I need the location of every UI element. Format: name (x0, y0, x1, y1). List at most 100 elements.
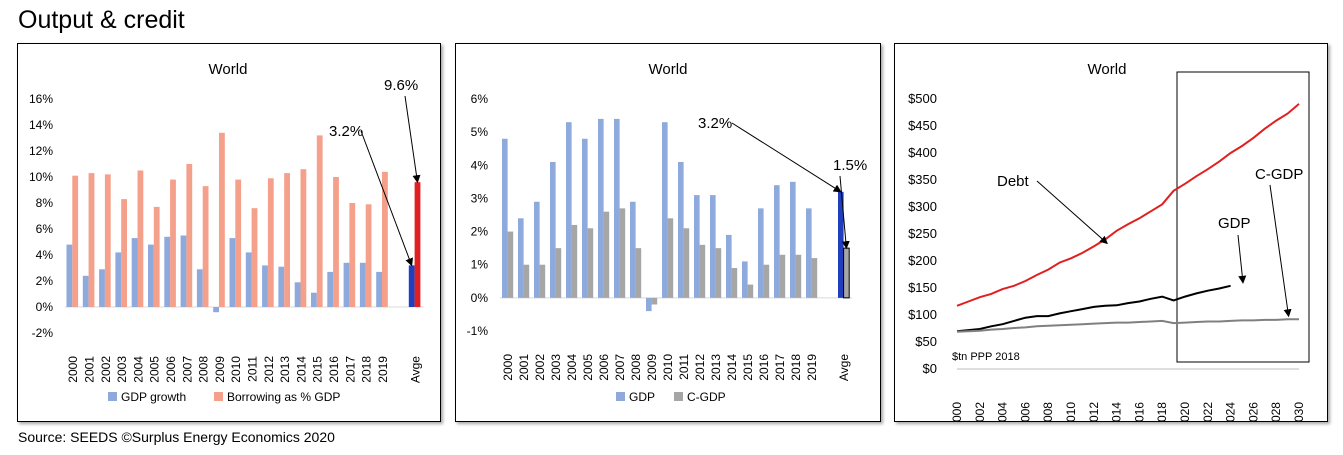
y-tick-label: $350 (908, 172, 937, 187)
bar-gdp-growth (327, 271, 334, 307)
x-tick-label: 2019 (376, 356, 390, 383)
y-tick-label: 10% (29, 170, 53, 184)
y-tick-label: $200 (908, 253, 937, 268)
bar-gdp (614, 118, 620, 298)
annotation-arrow (839, 175, 850, 250)
y-tick-label: $400 (908, 145, 937, 160)
x-tick-label: 2003 (549, 354, 563, 381)
bar-c-gdp (587, 228, 594, 298)
annotation-label: Debt (997, 173, 1030, 190)
y-tick-label: 5% (471, 125, 489, 139)
x-tick-label: 2002 (973, 402, 987, 421)
y-tick-label: 1% (471, 258, 489, 272)
bar-borrowing-as-gdp (365, 204, 372, 307)
x-tick-label: Avge (408, 356, 422, 383)
y-tick-label: $100 (908, 307, 937, 322)
bar-gdp-growth (359, 262, 366, 307)
bar-gdp-growth (245, 252, 252, 307)
bar-borrowing-as-gdp (382, 171, 388, 307)
bar-c-gdp (603, 211, 610, 298)
legend-swatch (108, 392, 117, 401)
cgdp-chart: World-1%0%1%2%3%4%5%6%2000 2001 2002 2003 20… (467, 61, 868, 404)
x-tick-label: 2001 (82, 356, 96, 383)
y-tick-label: -2% (32, 326, 54, 340)
bar-gdp (662, 122, 668, 298)
bar-gdp (630, 201, 636, 298)
x-tick-label: 2026 (1246, 402, 1260, 421)
bar-gdp-growth (229, 238, 236, 307)
bar-borrowing-as-gdp (121, 199, 127, 307)
x-tick-label: Avge (837, 354, 851, 381)
x-tick-label: 2030 (1292, 402, 1306, 421)
annotation-arrow (404, 95, 421, 184)
bar-gdp-growth (376, 271, 382, 307)
bar-borrowing-as-gdp (300, 169, 307, 307)
page-title: Output & credit (18, 6, 185, 34)
legend-swatch (616, 392, 625, 401)
unit-note: $tn PPP 2018 (952, 351, 1020, 363)
x-tick-label: 2006 (164, 356, 178, 383)
bar-borrowing-as-gdp (186, 164, 193, 307)
y-tick-label: 14% (29, 118, 53, 132)
debt-gdp-line-chart: World $0 $50 $100 $150 $200 $250 $300 $350 $400 $4… (908, 61, 1310, 421)
y-tick-label: 2% (36, 274, 54, 288)
legend-label: Borrowing as % GDP (227, 390, 340, 404)
x-tick-label: 2011 (677, 354, 691, 380)
x-tick-label: 2014 (294, 356, 308, 383)
y-tick-label: $250 (908, 226, 937, 241)
x-tick-label: 2018 (360, 356, 374, 383)
bar-c-gdp (507, 231, 514, 298)
x-tick-label: 2009 (645, 354, 659, 381)
bar-borrowing-as-gdp (333, 177, 339, 307)
x-tick-label: 2008 (1041, 402, 1055, 421)
bar-gdp (790, 181, 796, 298)
bar-gdp-growth (66, 244, 73, 307)
bar-borrowing-as-gdp (349, 203, 356, 307)
chart-panel-borrowing: World -2% 0% 2% 4% 6% 8% 10% 12% 14% 16% 2000 2001 20… (17, 43, 441, 422)
legend-label: C-GDP (687, 390, 726, 404)
chart-title: World (649, 61, 688, 78)
y-tick-label: $300 (908, 199, 937, 214)
bar-c-gdp (715, 248, 722, 298)
annotation-label: 3.2% (698, 115, 732, 132)
bar-c-gdp (795, 254, 802, 298)
bar-gdp (582, 138, 588, 298)
bar-borrowing-as-gdp (267, 178, 274, 307)
x-tick-label: 2013 (709, 354, 723, 381)
bar-gdp (758, 208, 764, 298)
x-tick-label: 2008 (197, 356, 211, 383)
x-tick-label: 2009 (213, 356, 227, 383)
avg-bar-c-gdp (843, 247, 850, 299)
bar-c-gdp (651, 297, 658, 305)
bar-gdp (534, 201, 540, 298)
bar-c-gdp (731, 268, 738, 298)
bar-c-gdp (779, 254, 786, 298)
x-tick-label: 2012 (693, 354, 707, 381)
bar-c-gdp (763, 264, 770, 298)
bar-borrowing-as-gdp (219, 132, 225, 307)
bar-gdp-growth (278, 266, 285, 307)
x-tick-label: 2013 (278, 356, 292, 383)
legend-label: GDP (629, 390, 655, 404)
x-tick-label: 2022 (1201, 402, 1215, 421)
y-tick-label: 6% (36, 222, 54, 236)
x-tick-label: 2010 (1064, 402, 1078, 421)
x-tick-label: 2004 (565, 354, 579, 381)
x-tick-label: 2012 (1087, 402, 1101, 421)
x-tick-label: 2004 (131, 356, 145, 383)
x-tick-label: 2020 (1178, 402, 1192, 421)
bar-gdp-growth (131, 238, 138, 307)
bar-c-gdp (699, 244, 706, 298)
bar-borrowing-as-gdp (153, 206, 160, 307)
y-tick-label: 6% (471, 92, 489, 106)
bar-c-gdp (683, 228, 690, 298)
x-tick-label: 2018 (789, 354, 803, 381)
bar-borrowing-as-gdp (316, 135, 323, 307)
x-tick-label: 2016 (757, 354, 771, 381)
annotation-arrow (1237, 234, 1247, 284)
chart-panel-debt: World $0 $50 $100 $150 $200 $250 $300 $350 $400 $4… (894, 43, 1328, 422)
annotation-label: C-GDP (1255, 166, 1303, 183)
x-tick-label: 2006 (1018, 402, 1032, 421)
x-tick-label: 2016 (1132, 402, 1146, 421)
avg-bar-gdp-growth (408, 265, 415, 307)
